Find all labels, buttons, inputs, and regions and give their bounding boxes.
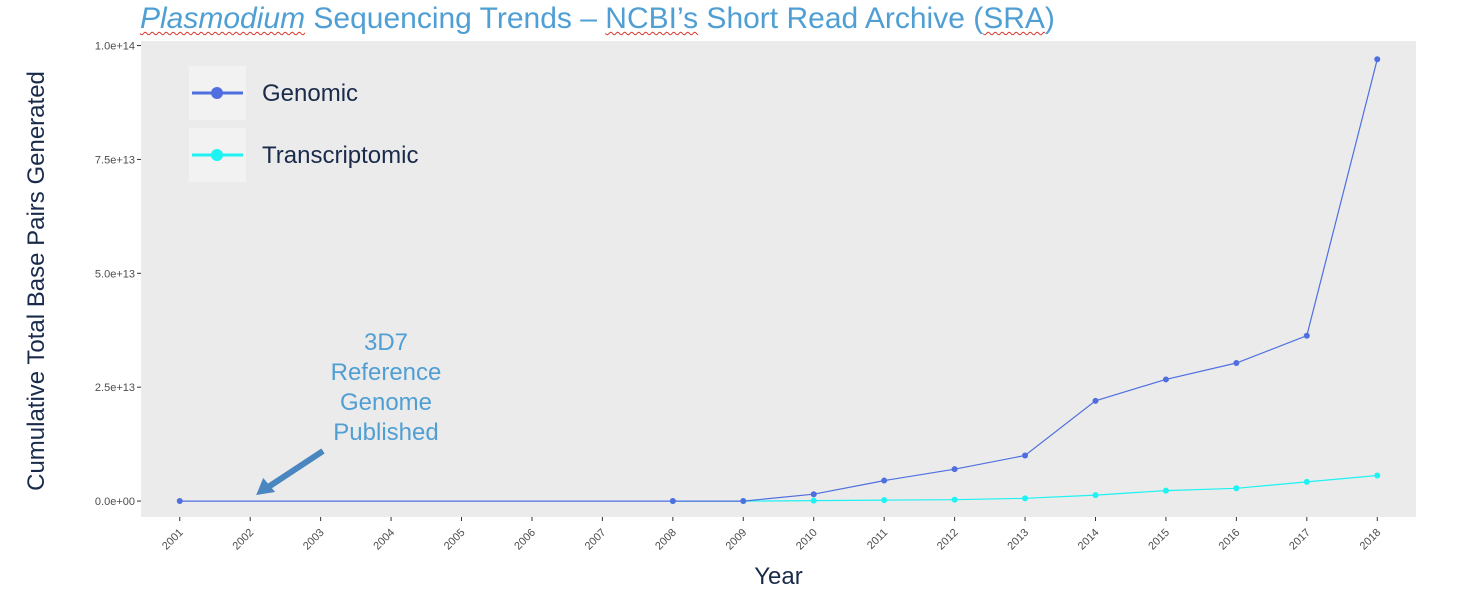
genomic-data-point <box>1162 376 1169 383</box>
genomic-legend-label: Genomic <box>262 80 358 107</box>
genomic-data-point <box>1092 397 1099 404</box>
genomic-data-point <box>1233 360 1240 367</box>
plot-panel <box>141 41 1416 517</box>
x-tick-label: 2009 <box>724 527 750 553</box>
x-tick-label: 2004 <box>371 527 397 553</box>
genomic-data-point <box>1022 452 1029 459</box>
genomic-data-point <box>881 477 888 484</box>
genomic-data-point <box>176 498 183 505</box>
title-part-trends: Sequencing Trends – <box>305 2 606 35</box>
y-axis-title: Cumulative Total Base Pairs Generated <box>23 71 50 491</box>
transcriptomic-data-point <box>881 497 888 504</box>
title-part-archive: Short Read Archive ( <box>698 2 984 35</box>
x-tick-label: 2013 <box>1005 527 1031 553</box>
genomic-data-point <box>1374 56 1381 63</box>
annotation-line: Reference <box>331 359 442 386</box>
transcriptomic-data-point <box>1162 487 1169 494</box>
y-tick-label: 7.5e+13 <box>95 154 135 166</box>
x-tick-label: 2006 <box>512 527 538 553</box>
genomic-data-point <box>740 498 747 505</box>
title-part-plasmodium: Plasmodium <box>140 2 306 35</box>
x-tick-label: 2011 <box>865 527 890 552</box>
transcriptomic-data-point <box>1374 472 1381 479</box>
genomic-legend-marker <box>211 87 223 99</box>
x-tick-label: 2007 <box>583 527 609 553</box>
annotation-3d7: 3D7 Reference Genome Published <box>256 329 442 496</box>
chart-title: Plasmodium Sequencing Trends – NCBI’s Sh… <box>140 0 1055 40</box>
transcriptomic-data-point <box>951 496 958 503</box>
y-tick-label: 1.0e+14 <box>95 41 135 53</box>
title-part-ncbi: NCBI’s <box>605 2 699 35</box>
series-layer <box>176 56 1381 505</box>
y-axis: 0.0e+00 2.5e+13 5.0e+13 7.5e+13 1.0e+14 <box>95 41 141 508</box>
y-tick-label: 0.0e+00 <box>95 496 135 508</box>
transcriptomic-data-point <box>1022 495 1029 502</box>
y-tick-label: 5.0e+13 <box>95 268 135 280</box>
x-tick-label: 2010 <box>794 527 820 553</box>
x-tick-label: 2017 <box>1287 527 1313 553</box>
title-part-close: ) <box>1044 2 1055 35</box>
x-tick-label: 2016 <box>1217 527 1243 553</box>
transcriptomic-data-point <box>1303 478 1310 485</box>
transcriptomic-data-point <box>810 497 817 504</box>
x-tick-label: 2014 <box>1076 527 1102 553</box>
x-tick-label: 2008 <box>653 527 679 553</box>
y-tick-label: 2.5e+13 <box>95 382 135 394</box>
transcriptomic-legend-label: Transcriptomic <box>262 142 418 169</box>
x-tick-label: 2012 <box>935 527 961 553</box>
transcriptomic-legend-marker <box>211 149 223 161</box>
annotation-arrow-shaft <box>266 448 325 490</box>
transcriptomic-data-point <box>1233 485 1240 492</box>
genomic-series-line <box>179 59 1378 502</box>
x-axis-title: Year <box>754 563 803 590</box>
x-tick-label: 2003 <box>301 527 327 553</box>
x-tick-label: 2002 <box>231 527 257 553</box>
genomic-data-point <box>1303 332 1310 339</box>
annotation-line: Published <box>333 419 438 446</box>
annotation-arrow-head <box>256 478 276 496</box>
genomic-data-point <box>810 491 817 498</box>
title-part-sra: SRA <box>983 2 1045 35</box>
annotation-line: 3D7 <box>364 329 408 356</box>
x-axis: 2001 2002 2003 2004 2005 2006 2007 2008 2009 2010… <box>160 517 1383 552</box>
annotation-line: Genome <box>340 389 432 416</box>
x-tick-label: 2018 <box>1358 527 1384 553</box>
x-tick-label: 2001 <box>160 527 186 553</box>
genomic-data-point <box>669 498 676 505</box>
transcriptomic-data-point <box>1092 492 1099 499</box>
x-tick-label: 2005 <box>442 527 468 553</box>
x-tick-label: 2015 <box>1146 527 1172 553</box>
legend: Genomic Transcriptomic <box>189 66 418 182</box>
genomic-data-point <box>951 466 958 473</box>
